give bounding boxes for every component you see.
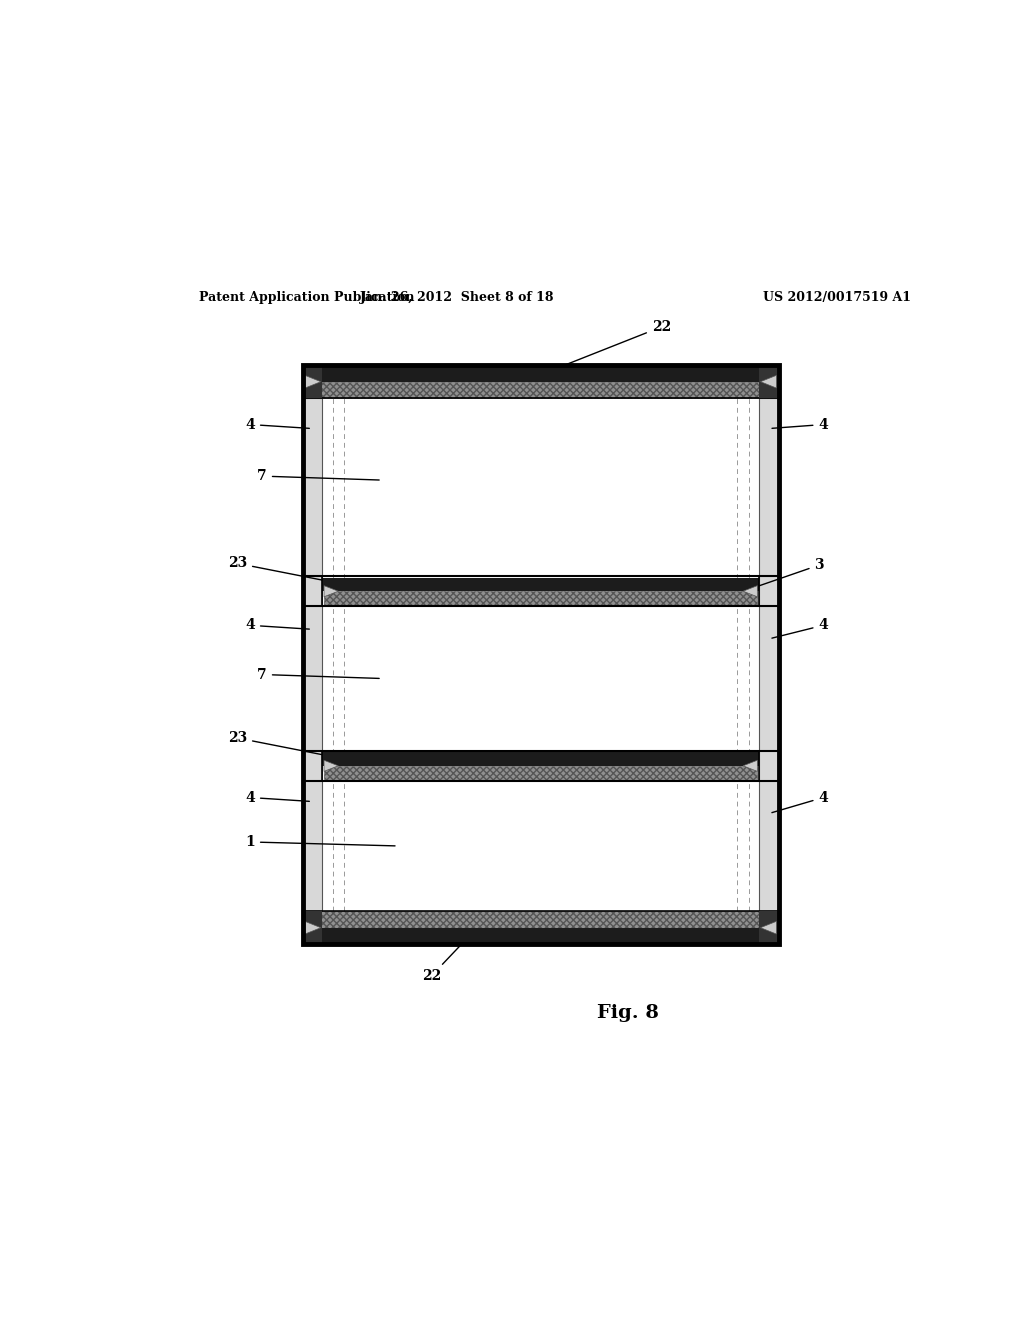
Polygon shape xyxy=(743,760,758,771)
Text: 23: 23 xyxy=(227,557,328,581)
Bar xyxy=(324,591,758,606)
Bar xyxy=(324,766,758,781)
Text: Jan. 26, 2012  Sheet 8 of 18: Jan. 26, 2012 Sheet 8 of 18 xyxy=(360,292,555,304)
Bar xyxy=(303,366,778,944)
Bar xyxy=(303,928,778,944)
Text: 4: 4 xyxy=(772,791,828,813)
Polygon shape xyxy=(305,921,321,935)
Bar xyxy=(303,911,778,928)
Bar xyxy=(759,399,778,911)
Text: 22: 22 xyxy=(527,319,671,380)
Bar xyxy=(303,911,323,944)
Bar xyxy=(323,752,759,766)
Text: 4: 4 xyxy=(772,618,828,638)
Bar xyxy=(759,366,778,399)
Polygon shape xyxy=(743,586,758,597)
Text: 7: 7 xyxy=(257,469,379,483)
Text: 4: 4 xyxy=(245,791,309,804)
Polygon shape xyxy=(761,375,776,388)
Text: 4: 4 xyxy=(245,618,309,632)
Text: Patent Application Publication: Patent Application Publication xyxy=(200,292,415,304)
Text: 4: 4 xyxy=(245,417,309,432)
Polygon shape xyxy=(761,921,776,935)
Polygon shape xyxy=(324,760,338,771)
Bar xyxy=(323,576,759,606)
Bar xyxy=(303,366,778,944)
Bar xyxy=(303,366,778,399)
Text: 22: 22 xyxy=(422,929,475,983)
Bar xyxy=(303,366,778,381)
Text: 23: 23 xyxy=(227,731,328,756)
Polygon shape xyxy=(305,375,321,388)
Text: 1: 1 xyxy=(245,836,395,849)
Bar xyxy=(303,911,778,944)
Bar xyxy=(759,911,778,944)
Bar xyxy=(303,399,323,911)
Bar xyxy=(303,366,323,399)
Bar xyxy=(323,578,759,591)
Bar xyxy=(303,381,778,399)
Polygon shape xyxy=(324,586,338,597)
Text: Fig. 8: Fig. 8 xyxy=(597,1005,658,1023)
Text: 7: 7 xyxy=(257,668,379,681)
Text: 3: 3 xyxy=(758,558,824,586)
Bar xyxy=(323,751,759,781)
Text: US 2012/0017519 A1: US 2012/0017519 A1 xyxy=(763,292,911,304)
Text: 4: 4 xyxy=(772,417,828,432)
